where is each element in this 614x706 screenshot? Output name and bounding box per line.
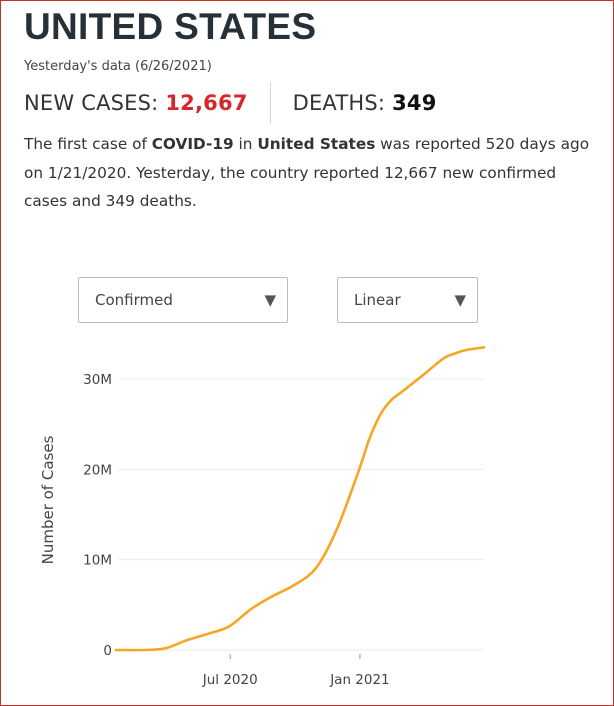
caret-down-icon: ▼: [264, 291, 276, 309]
page-title: UNITED STATES: [24, 6, 317, 47]
summary-disease: COVID-19: [151, 135, 234, 153]
y-tick-label: 0: [103, 643, 112, 659]
x-tick-label: Jan 2021: [329, 672, 389, 688]
summary-text-2: in: [233, 135, 258, 153]
summary-paragraph: The first case of COVID-19 in United Sta…: [24, 130, 604, 216]
y-tick-label: 20M: [83, 462, 112, 478]
scale-select[interactable]: Linear ▼: [337, 277, 478, 323]
summary-country: United States: [257, 135, 376, 153]
scale-select-value: Linear: [354, 291, 401, 309]
series-group: [114, 346, 486, 652]
new-cases-value: 12,667: [165, 91, 248, 115]
y-tick-label: 30M: [83, 372, 112, 388]
series-line: [114, 346, 486, 652]
stats-row: NEW CASES: 12,667 DEATHS: 349: [24, 82, 437, 124]
metric-select-value: Confirmed: [95, 291, 173, 309]
y-axis-ticks: 0 10M 20M 30M: [83, 372, 112, 659]
x-axis-ticks: Jul 2020 Jan 2021: [202, 654, 390, 688]
deaths-stat: DEATHS: 349: [293, 91, 437, 115]
y-tick-label: 10M: [83, 553, 112, 569]
stats-divider: [269, 82, 271, 124]
deaths-value: 349: [392, 91, 437, 115]
x-tick-label: Jul 2020: [202, 672, 258, 688]
summary-text-1: The first case of: [24, 135, 152, 153]
new-cases-stat: NEW CASES: 12,667: [24, 91, 248, 115]
caret-down-icon: ▼: [454, 291, 466, 309]
summary-text-3: was reported 520 days ago on 1/21/2020. …: [24, 135, 590, 210]
y-axis-label: Number of Cases: [39, 435, 57, 564]
chart-gridlines: [118, 378, 484, 651]
new-cases-label: NEW CASES:: [24, 91, 159, 115]
metric-select[interactable]: Confirmed ▼: [78, 277, 288, 323]
deaths-label: DEATHS:: [292, 91, 386, 115]
data-date: Yesterday's data (6/26/2021): [24, 59, 212, 74]
